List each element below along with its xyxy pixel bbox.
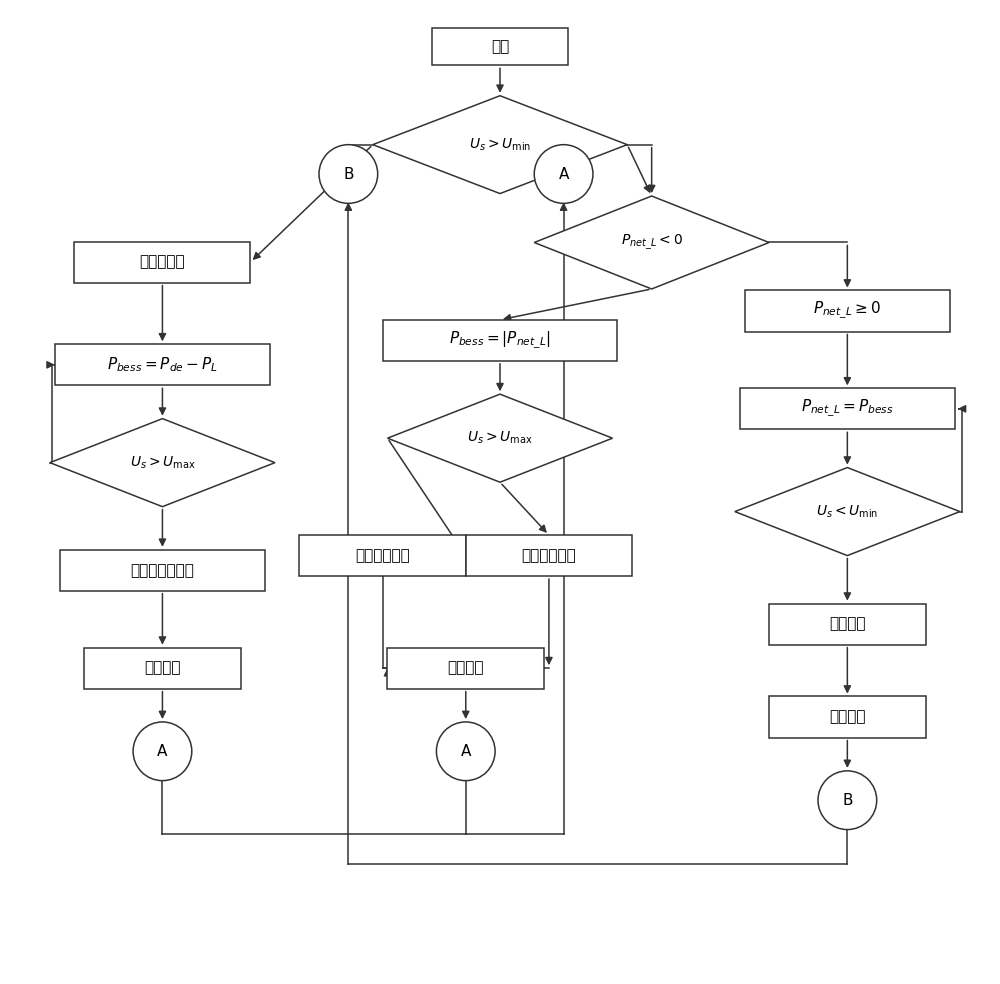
Text: $U_s<U_{\mathrm{min}}$: $U_s<U_{\mathrm{min}}$ <box>816 504 879 520</box>
Text: 投入可控负载: 投入可控负载 <box>522 548 576 563</box>
Text: 停止放电: 停止放电 <box>829 617 866 632</box>
Text: 开始: 开始 <box>491 39 509 54</box>
FancyBboxPatch shape <box>299 535 466 577</box>
Polygon shape <box>50 418 275 507</box>
Text: 投入可控负载: 投入可控负载 <box>355 548 410 563</box>
Text: 启动柴油机: 启动柴油机 <box>140 255 185 270</box>
FancyBboxPatch shape <box>60 550 265 590</box>
FancyBboxPatch shape <box>84 647 241 689</box>
Text: $P_{bess}=P_{de}-P_L$: $P_{bess}=P_{de}-P_L$ <box>107 355 218 374</box>
Text: B: B <box>842 793 853 808</box>
Text: $U_s>U_{\mathrm{min}}$: $U_s>U_{\mathrm{min}}$ <box>469 137 531 153</box>
Text: A: A <box>157 744 168 759</box>
Text: 下一时刻: 下一时刻 <box>144 660 181 676</box>
Text: $P_{net\_L}\geq0$: $P_{net\_L}\geq0$ <box>813 300 881 322</box>
Text: $U_s>U_{\mathrm{max}}$: $U_s>U_{\mathrm{max}}$ <box>467 430 533 447</box>
Polygon shape <box>373 95 627 194</box>
Polygon shape <box>387 395 613 482</box>
Text: $P_{net\_L}=P_{bess}$: $P_{net\_L}=P_{bess}$ <box>801 399 894 419</box>
Text: $P_{bess}=|P_{net\_L}|$: $P_{bess}=|P_{net\_L}|$ <box>449 330 551 351</box>
Polygon shape <box>735 467 960 556</box>
FancyBboxPatch shape <box>745 290 950 332</box>
FancyBboxPatch shape <box>387 647 544 689</box>
FancyBboxPatch shape <box>466 535 632 577</box>
Circle shape <box>133 722 192 780</box>
Text: 蓄电池停止充电: 蓄电池停止充电 <box>130 563 194 578</box>
Text: 下一时刻: 下一时刻 <box>448 660 484 676</box>
FancyBboxPatch shape <box>432 29 568 65</box>
FancyBboxPatch shape <box>769 603 926 645</box>
Circle shape <box>534 145 593 204</box>
FancyBboxPatch shape <box>74 241 250 282</box>
Text: $U_s>U_{\mathrm{max}}$: $U_s>U_{\mathrm{max}}$ <box>130 455 195 471</box>
Circle shape <box>818 770 877 830</box>
FancyBboxPatch shape <box>383 320 617 361</box>
Text: 下一时刻: 下一时刻 <box>829 709 866 724</box>
FancyBboxPatch shape <box>55 344 270 386</box>
FancyBboxPatch shape <box>769 697 926 738</box>
Circle shape <box>319 145 378 204</box>
Text: A: A <box>558 166 569 181</box>
Text: A: A <box>461 744 471 759</box>
FancyBboxPatch shape <box>740 389 955 429</box>
Polygon shape <box>534 196 769 289</box>
Text: B: B <box>343 166 354 181</box>
Circle shape <box>436 722 495 780</box>
Text: $P_{net\_L}<0$: $P_{net\_L}<0$ <box>621 233 683 252</box>
